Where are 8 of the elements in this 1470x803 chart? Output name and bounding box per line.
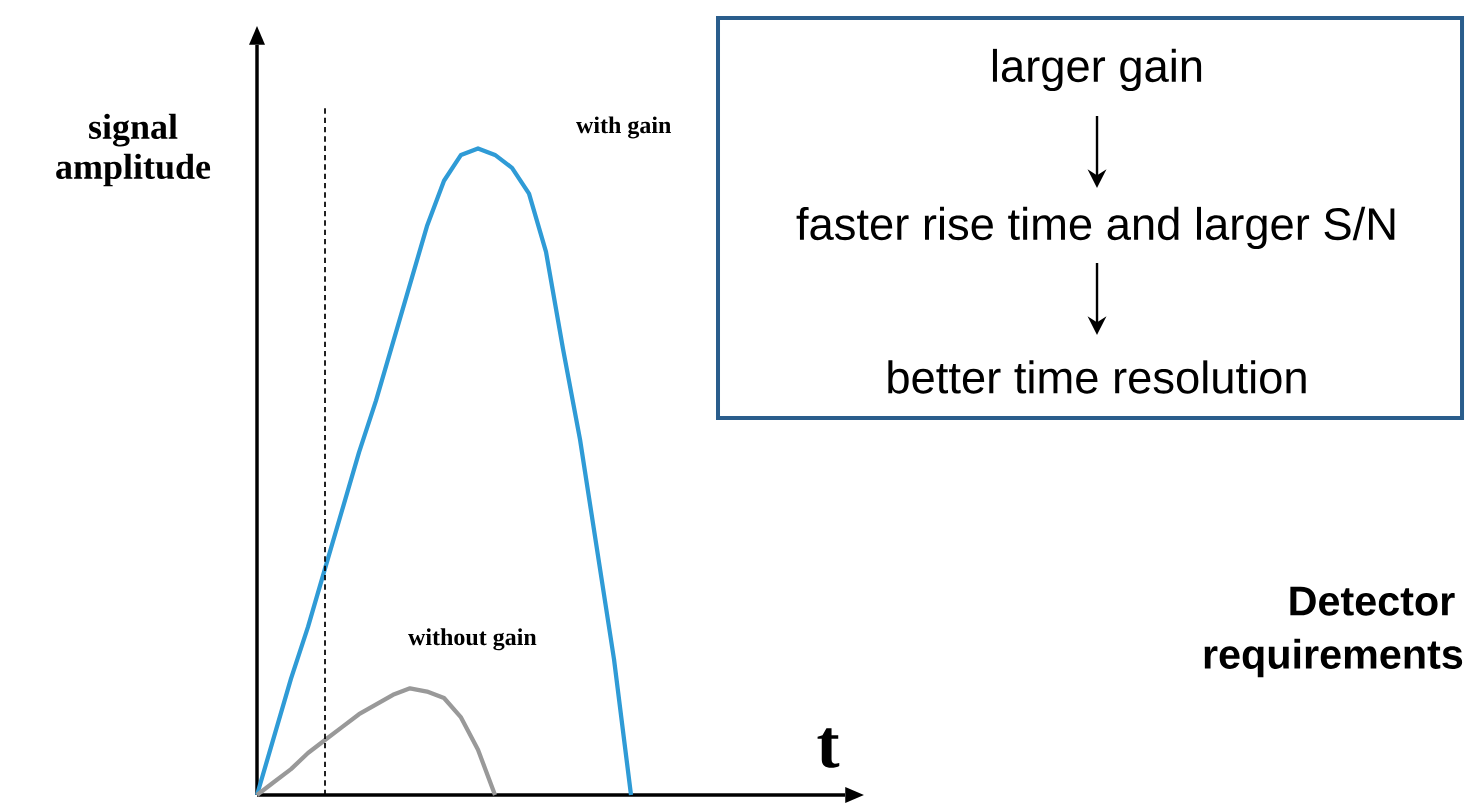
series-label: without gain — [408, 628, 537, 651]
y-axis-title: signal amplitude — [56, 113, 211, 187]
text: larger gain — [992, 48, 1202, 92]
text: Detector requirements — [1204, 586, 1463, 678]
x-axis-title: t — [817, 728, 840, 768]
text: faster rise time and larger S/N — [796, 206, 1395, 250]
text: better time resolution — [888, 360, 1306, 394]
text: with gain — [576, 116, 672, 139]
